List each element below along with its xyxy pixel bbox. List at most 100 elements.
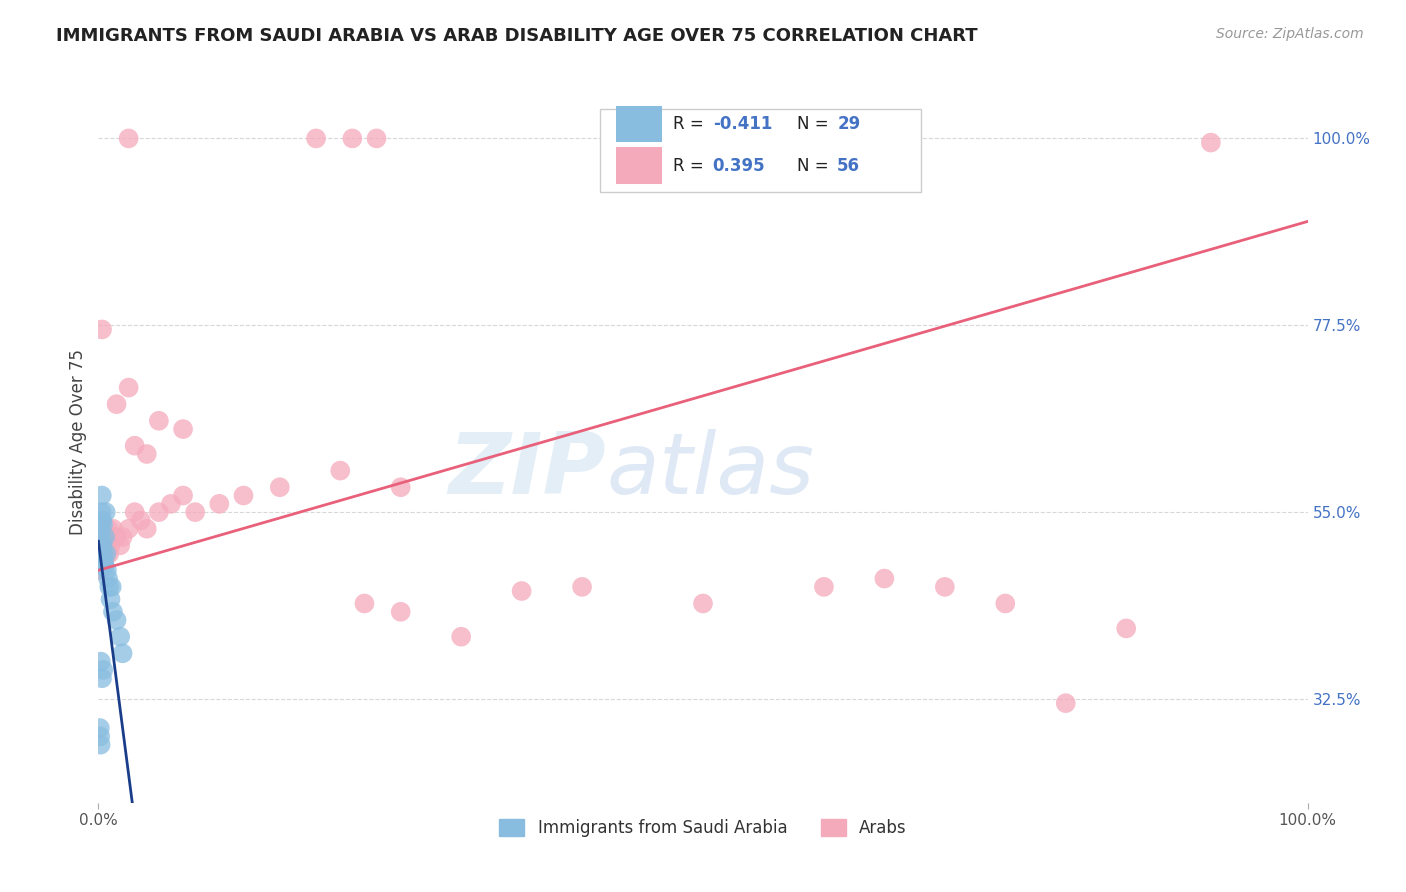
Arabs bbox=[118, 131, 141, 145]
Arabs bbox=[90, 542, 112, 557]
Arabs bbox=[93, 525, 115, 540]
Text: ZIP: ZIP bbox=[449, 429, 606, 512]
Immigrants from Saudi Arabia bbox=[91, 663, 114, 677]
Arabs bbox=[118, 522, 141, 536]
Immigrants from Saudi Arabia bbox=[100, 592, 122, 607]
Arabs bbox=[148, 414, 170, 428]
Arabs bbox=[148, 505, 170, 519]
Arabs bbox=[389, 480, 412, 494]
Immigrants from Saudi Arabia bbox=[100, 580, 122, 594]
Text: N =: N = bbox=[797, 156, 834, 175]
Arabs bbox=[129, 513, 152, 527]
Immigrants from Saudi Arabia bbox=[93, 555, 115, 569]
Arabs bbox=[96, 538, 118, 552]
Immigrants from Saudi Arabia bbox=[91, 538, 114, 552]
Arabs bbox=[105, 530, 128, 544]
Immigrants from Saudi Arabia bbox=[111, 646, 134, 660]
Arabs bbox=[100, 538, 122, 552]
Arabs bbox=[184, 505, 207, 519]
Arabs bbox=[873, 572, 896, 586]
Text: R =: R = bbox=[672, 156, 709, 175]
Arabs bbox=[342, 131, 364, 145]
Immigrants from Saudi Arabia bbox=[89, 730, 111, 744]
Arabs bbox=[208, 497, 231, 511]
Immigrants from Saudi Arabia bbox=[94, 530, 117, 544]
Text: R =: R = bbox=[672, 115, 709, 133]
Arabs bbox=[90, 522, 112, 536]
Arabs bbox=[118, 380, 141, 394]
Immigrants from Saudi Arabia bbox=[90, 522, 112, 536]
Immigrants from Saudi Arabia bbox=[93, 547, 115, 561]
Arabs bbox=[91, 530, 114, 544]
Arabs bbox=[91, 547, 114, 561]
Arabs bbox=[1199, 136, 1222, 150]
Immigrants from Saudi Arabia bbox=[90, 505, 112, 519]
Immigrants from Saudi Arabia bbox=[96, 563, 118, 577]
Arabs bbox=[135, 447, 157, 461]
Y-axis label: Disability Age Over 75: Disability Age Over 75 bbox=[69, 349, 87, 534]
Arabs bbox=[389, 605, 412, 619]
Arabs bbox=[813, 580, 835, 594]
Arabs bbox=[1115, 621, 1137, 635]
Immigrants from Saudi Arabia bbox=[98, 580, 121, 594]
Text: -0.411: -0.411 bbox=[713, 115, 772, 133]
Arabs bbox=[692, 597, 714, 611]
Arabs bbox=[329, 464, 352, 478]
Arabs bbox=[934, 580, 956, 594]
Arabs bbox=[994, 597, 1017, 611]
Immigrants from Saudi Arabia bbox=[94, 505, 117, 519]
Arabs bbox=[124, 505, 146, 519]
Arabs bbox=[124, 439, 146, 453]
Text: atlas: atlas bbox=[606, 429, 814, 512]
Arabs bbox=[135, 522, 157, 536]
Arabs bbox=[232, 489, 254, 503]
Arabs bbox=[510, 584, 533, 599]
Immigrants from Saudi Arabia bbox=[91, 513, 114, 527]
Arabs bbox=[98, 547, 121, 561]
Arabs bbox=[91, 538, 114, 552]
Immigrants from Saudi Arabia bbox=[90, 738, 112, 752]
Immigrants from Saudi Arabia bbox=[89, 721, 111, 735]
Immigrants from Saudi Arabia bbox=[101, 605, 124, 619]
Immigrants from Saudi Arabia bbox=[91, 517, 114, 532]
Arabs bbox=[94, 550, 117, 565]
Text: IMMIGRANTS FROM SAUDI ARABIA VS ARAB DISABILITY AGE OVER 75 CORRELATION CHART: IMMIGRANTS FROM SAUDI ARABIA VS ARAB DIS… bbox=[56, 27, 977, 45]
Arabs bbox=[269, 480, 291, 494]
Arabs bbox=[1054, 696, 1077, 710]
FancyBboxPatch shape bbox=[600, 109, 921, 193]
Arabs bbox=[366, 131, 388, 145]
Arabs bbox=[353, 597, 375, 611]
Text: 29: 29 bbox=[837, 115, 860, 133]
Text: 56: 56 bbox=[837, 156, 860, 175]
Arabs bbox=[90, 555, 112, 569]
Arabs bbox=[172, 422, 194, 436]
FancyBboxPatch shape bbox=[616, 147, 662, 184]
Immigrants from Saudi Arabia bbox=[93, 559, 115, 574]
Arabs bbox=[111, 530, 134, 544]
Arabs bbox=[305, 131, 328, 145]
Immigrants from Saudi Arabia bbox=[90, 530, 112, 544]
Arabs bbox=[105, 397, 128, 411]
Arabs bbox=[91, 322, 114, 336]
Immigrants from Saudi Arabia bbox=[108, 630, 131, 644]
Immigrants from Saudi Arabia bbox=[105, 613, 128, 627]
Text: Source: ZipAtlas.com: Source: ZipAtlas.com bbox=[1216, 27, 1364, 41]
Arabs bbox=[97, 522, 120, 536]
Arabs bbox=[108, 538, 131, 552]
Immigrants from Saudi Arabia bbox=[91, 671, 114, 685]
Immigrants from Saudi Arabia bbox=[90, 489, 112, 503]
Immigrants from Saudi Arabia bbox=[97, 572, 120, 586]
Arabs bbox=[93, 538, 115, 552]
Text: 0.395: 0.395 bbox=[713, 156, 765, 175]
Arabs bbox=[160, 497, 183, 511]
Arabs bbox=[101, 522, 124, 536]
Immigrants from Saudi Arabia bbox=[89, 542, 111, 557]
Immigrants from Saudi Arabia bbox=[90, 655, 112, 669]
Immigrants from Saudi Arabia bbox=[96, 547, 118, 561]
Legend: Immigrants from Saudi Arabia, Arabs: Immigrants from Saudi Arabia, Arabs bbox=[491, 810, 915, 845]
Arabs bbox=[94, 530, 117, 544]
Arabs bbox=[96, 547, 118, 561]
Arabs bbox=[571, 580, 593, 594]
Arabs bbox=[172, 489, 194, 503]
Arabs bbox=[450, 630, 472, 644]
